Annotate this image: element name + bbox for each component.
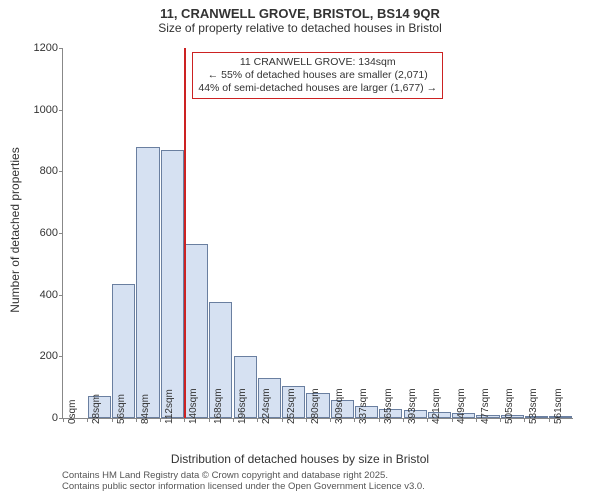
xtick-mark [282, 418, 283, 422]
xtick-label: 393sqm [407, 388, 418, 424]
xtick-mark [427, 418, 428, 422]
xtick-label: 224sqm [261, 388, 272, 424]
xtick-mark [209, 418, 210, 422]
ytick-label: 200 [23, 350, 58, 362]
xtick-label: 477sqm [480, 388, 491, 424]
ytick-mark [59, 48, 63, 49]
bars-group [63, 48, 573, 418]
annotation-line3: 44% of semi-detached houses are larger (… [198, 82, 437, 95]
xtick-label: 533sqm [528, 388, 539, 424]
bar [136, 147, 159, 418]
xtick-label: 421sqm [431, 388, 442, 424]
ytick-label: 1000 [23, 104, 58, 116]
xtick-mark [379, 418, 380, 422]
x-axis-label: Distribution of detached houses by size … [0, 452, 600, 466]
xtick-mark [63, 418, 64, 422]
xtick-mark [257, 418, 258, 422]
ytick-label: 0 [23, 412, 58, 424]
xtick-label: 0sqm [67, 400, 78, 424]
xtick-label: 365sqm [383, 388, 394, 424]
xtick-mark [184, 418, 185, 422]
ytick-mark [59, 356, 63, 357]
xtick-mark [452, 418, 453, 422]
footer-text: Contains HM Land Registry data © Crown c… [62, 470, 425, 493]
ytick-label: 600 [23, 227, 58, 239]
plot-area: 020040060080010001200 11 CRANWELL GROVE:… [62, 48, 573, 419]
xtick-label: 337sqm [358, 388, 369, 424]
xtick-label: 84sqm [140, 394, 151, 424]
ytick-label: 400 [23, 289, 58, 301]
xtick-mark [87, 418, 88, 422]
footer-line2: Contains public sector information licen… [62, 481, 425, 492]
xtick-label: 28sqm [91, 394, 102, 424]
ytick-label: 1200 [23, 42, 58, 54]
xtick-mark [500, 418, 501, 422]
xtick-mark [524, 418, 525, 422]
xtick-label: 449sqm [456, 388, 467, 424]
ytick-mark [59, 171, 63, 172]
chart-container: 11, CRANWELL GROVE, BRISTOL, BS14 9QR Si… [0, 0, 600, 500]
xtick-label: 252sqm [286, 388, 297, 424]
ytick-label: 800 [23, 165, 58, 177]
xtick-mark [354, 418, 355, 422]
xtick-mark [112, 418, 113, 422]
xtick-label: 309sqm [334, 388, 345, 424]
annotation-line1: 11 CRANWELL GROVE: 134sqm [198, 56, 437, 69]
xtick-mark [233, 418, 234, 422]
annotation-line2: ← 55% of detached houses are smaller (2,… [198, 69, 437, 82]
bar [161, 150, 184, 418]
xtick-mark [330, 418, 331, 422]
xtick-mark [403, 418, 404, 422]
xtick-label: 112sqm [164, 389, 175, 424]
footer-line1: Contains HM Land Registry data © Crown c… [62, 470, 425, 481]
ytick-mark [59, 110, 63, 111]
xtick-label: 561sqm [553, 388, 564, 424]
annotation-box: 11 CRANWELL GROVE: 134sqm ← 55% of detac… [192, 52, 443, 99]
xtick-mark [306, 418, 307, 422]
xtick-mark [136, 418, 137, 422]
xtick-label: 280sqm [310, 388, 321, 424]
xtick-label: 140sqm [188, 388, 199, 424]
xtick-mark [160, 418, 161, 422]
xtick-label: 196sqm [237, 388, 248, 424]
xtick-mark [476, 418, 477, 422]
ytick-mark [59, 295, 63, 296]
xtick-mark [549, 418, 550, 422]
marker-line [184, 48, 186, 418]
ytick-mark [59, 233, 63, 234]
xtick-label: 505sqm [504, 388, 515, 424]
xtick-label: 56sqm [116, 394, 127, 424]
y-axis-label: Number of detached properties [8, 147, 22, 312]
title-main: 11, CRANWELL GROVE, BRISTOL, BS14 9QR [0, 0, 600, 21]
title-sub: Size of property relative to detached ho… [0, 21, 600, 39]
xtick-label: 168sqm [213, 388, 224, 424]
